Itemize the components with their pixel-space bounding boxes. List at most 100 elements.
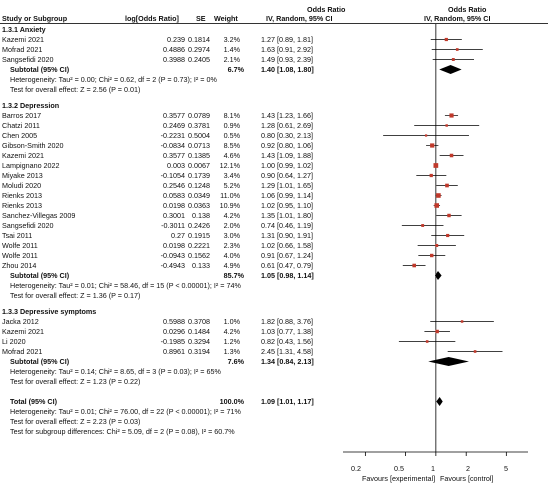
study-name: Sangsefidi 2020	[2, 55, 54, 64]
study-ci: 1.49 [0.93, 2.39]	[261, 55, 313, 64]
study-se: 0.3294	[188, 337, 210, 346]
study-se: 0.133	[192, 261, 210, 270]
axis-tick-label: 1	[431, 464, 435, 473]
heterogeneity-text: Heterogeneity: Tau² = 0.14; Chi² = 8.65,…	[10, 367, 221, 376]
group-title: 1.3.2 Depression	[2, 101, 60, 110]
study-point	[451, 58, 455, 61]
study-ci: 0.82 [0.43, 1.56]	[261, 337, 313, 346]
study-name: Tsai 2011	[2, 231, 33, 240]
study-log-or: 0.2546	[163, 181, 185, 190]
study-se: 0.2221	[188, 241, 210, 250]
study-ci: 1.28 [0.61, 2.69]	[261, 121, 313, 130]
study-ci: 2.45 [1.31, 4.58]	[261, 347, 313, 356]
study-se: 0.138	[192, 211, 210, 220]
study-ci: 1.43 [1.23, 1.66]	[261, 111, 313, 120]
subtotal-weight: 6.7%	[227, 65, 244, 74]
study-point	[425, 340, 429, 343]
study-weight: 10.9%	[219, 201, 240, 210]
subtotal-weight: 7.6%	[227, 357, 244, 366]
study-name: Kazemi 2021	[2, 327, 44, 336]
group-title: 1.3.3 Depressive symptoms	[2, 307, 97, 316]
total-ci: 1.09 [1.01, 1.17]	[261, 397, 314, 406]
study-point	[447, 213, 451, 218]
subgroup-differences-text: Test for subgroup differences: Chi² = 5.…	[10, 427, 235, 436]
study-log-or: -0.1054	[160, 171, 185, 180]
subtotal-label: Subtotal (95% CI)	[10, 357, 70, 366]
study-name: Li 2020	[2, 337, 26, 346]
study-ci: 1.82 [0.88, 3.76]	[261, 317, 313, 326]
study-ci: 1.02 [0.95, 1.10]	[261, 201, 313, 210]
heterogeneity-text: Heterogeneity: Tau² = 0.00; Chi² = 0.62,…	[10, 75, 217, 84]
study-se: 0.0363	[188, 201, 210, 210]
study-name: Mofrad 2021	[2, 45, 43, 54]
total-weight: 100.0%	[219, 397, 244, 406]
study-name: Gibson-Smith 2020	[2, 141, 64, 150]
study-point	[433, 163, 439, 168]
axis-tick-label: 2	[466, 464, 470, 473]
study-weight: 4.6%	[223, 151, 240, 160]
study-se: 0.1562	[188, 251, 210, 260]
total-heterogeneity-text: Heterogeneity: Tau² = 0.01; Chi² = 76.00…	[10, 407, 241, 416]
header-rule	[0, 23, 548, 24]
study-log-or: -0.1985	[160, 337, 185, 346]
study-ci: 1.43 [1.09, 1.88]	[261, 151, 313, 160]
study-ci: 0.91 [0.67, 1.24]	[261, 251, 313, 260]
study-point	[434, 203, 440, 208]
study-log-or: 0.8961	[163, 347, 185, 356]
axis-tick-label: 0.2	[351, 464, 361, 473]
study-weight: 1.2%	[223, 337, 240, 346]
study-name: Rienks 2013	[2, 201, 42, 210]
study-log-or: 0.0198	[163, 241, 185, 250]
study-weight: 1.4%	[223, 45, 240, 54]
study-ci: 1.06 [0.99, 1.14]	[261, 191, 313, 200]
study-log-or: 0.2469	[163, 121, 185, 130]
study-ci: 1.03 [0.77, 1.38]	[261, 327, 313, 336]
subtotal-ci: 1.40 [1.08, 1.80]	[261, 65, 314, 74]
study-ci: 1.27 [0.89, 1.81]	[261, 35, 313, 44]
study-se: 0.3194	[188, 347, 210, 356]
study-point	[460, 320, 464, 323]
study-log-or: -0.4943	[160, 261, 185, 270]
study-name: Wolfe 2011	[2, 251, 38, 260]
study-name: Zhou 2014	[2, 261, 37, 270]
study-log-or: 0.3577	[163, 151, 185, 160]
study-log-or: 0.3001	[163, 211, 185, 220]
study-log-or: 0.0583	[163, 191, 185, 200]
study-ci: 0.61 [0.47, 0.79]	[261, 261, 313, 270]
study-se: 0.1484	[188, 327, 210, 336]
study-name: Chen 2005	[2, 131, 38, 140]
study-ci: 1.29 [1.01, 1.65]	[261, 181, 313, 190]
study-name: Lampignano 2022	[2, 161, 60, 170]
axis-tick-label: 5	[504, 464, 508, 473]
study-point	[430, 143, 435, 148]
study-weight: 11.0%	[220, 191, 240, 200]
group-title: 1.3.1 Anxiety	[2, 25, 46, 34]
study-point	[412, 263, 417, 268]
subtotal-weight: 85.7%	[223, 271, 244, 280]
overall-effect-text: Test for overall effect: Z = 1.23 (P = 0…	[10, 377, 141, 386]
axis-right-label: Favours [control]	[440, 474, 494, 483]
study-point	[445, 124, 448, 127]
header-plot-title: Odds Ratio	[448, 5, 487, 14]
header-plot-method: IV, Random, 95% CI	[424, 14, 491, 23]
study-log-or: -0.3011	[161, 221, 185, 230]
axis-tick-label: 0.5	[394, 464, 404, 473]
study-point	[435, 329, 439, 334]
study-se: 0.3781	[188, 121, 210, 130]
study-name: Sanchez-Villegas 2009	[2, 211, 76, 220]
study-weight: 8.1%	[223, 111, 240, 120]
study-log-or: 0.239	[167, 35, 185, 44]
study-log-or: -0.0943	[160, 251, 185, 260]
study-se: 0.3708	[188, 317, 210, 326]
study-log-or: 0.3988	[163, 55, 185, 64]
header-weight: Weight	[214, 14, 238, 23]
study-se: 0.5004	[188, 131, 210, 140]
axis-left-label: Favours [experimental]	[362, 474, 436, 483]
study-weight: 4.2%	[223, 327, 240, 336]
study-weight: 1.3%	[223, 347, 240, 356]
study-name: Mofrad 2021	[2, 347, 43, 356]
study-weight: 2.0%	[223, 221, 240, 230]
study-ci: 0.80 [0.30, 2.13]	[261, 131, 313, 140]
study-se: 0.0789	[188, 111, 210, 120]
study-weight: 0.9%	[223, 121, 240, 130]
